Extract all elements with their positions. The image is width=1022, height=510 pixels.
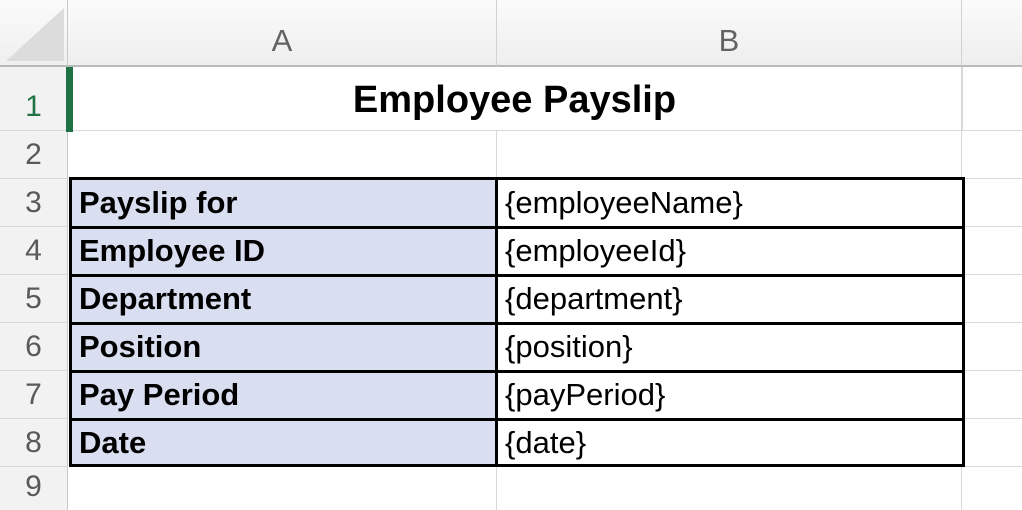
row-header-7[interactable]: 7 — [0, 371, 68, 419]
select-all-corner[interactable] — [0, 0, 68, 67]
cell-a1-title[interactable]: Employee Payslip — [68, 67, 962, 131]
row-header-9[interactable]: 9 — [0, 467, 68, 510]
cell-b3-value[interactable]: {employeeName} — [497, 179, 962, 227]
cell-c5[interactable] — [962, 275, 1022, 323]
cell-a3-label[interactable]: Payslip for — [70, 179, 497, 227]
cell-b4-value[interactable]: {employeeId} — [497, 227, 962, 275]
column-header-a[interactable]: A — [68, 0, 497, 67]
cell-a8-label[interactable]: Date — [70, 419, 497, 467]
row-header-3[interactable]: 3 — [0, 179, 68, 227]
cell-a5-label[interactable]: Department — [70, 275, 497, 323]
active-row-indicator — [66, 67, 73, 132]
column-header-c[interactable] — [962, 0, 1022, 67]
cell-b8-value[interactable]: {date} — [497, 419, 962, 467]
cell-b6-value[interactable]: {position} — [497, 323, 962, 371]
row-header-4[interactable]: 4 — [0, 227, 68, 275]
cell-a4-label[interactable]: Employee ID — [70, 227, 497, 275]
cell-c6[interactable] — [962, 323, 1022, 371]
cell-b7-value[interactable]: {payPeriod} — [497, 371, 962, 419]
row-header-8[interactable]: 8 — [0, 419, 68, 467]
cell-a2[interactable] — [68, 131, 497, 179]
cell-c8[interactable] — [962, 419, 1022, 467]
row-header-2[interactable]: 2 — [0, 131, 68, 179]
cell-c2[interactable] — [962, 131, 1022, 179]
row-header-6[interactable]: 6 — [0, 323, 68, 371]
row-header-1[interactable]: 1 — [0, 67, 68, 131]
cell-c3[interactable] — [962, 179, 1022, 227]
cell-b9[interactable] — [497, 467, 962, 510]
cell-a7-label[interactable]: Pay Period — [70, 371, 497, 419]
cell-a9[interactable] — [68, 467, 497, 510]
cell-c7[interactable] — [962, 371, 1022, 419]
cell-b5-value[interactable]: {department} — [497, 275, 962, 323]
column-header-b[interactable]: B — [497, 0, 962, 67]
cell-c9[interactable] — [962, 467, 1022, 510]
cell-c1[interactable] — [962, 67, 1022, 131]
cell-a6-label[interactable]: Position — [70, 323, 497, 371]
select-all-icon — [6, 8, 64, 61]
row-header-5[interactable]: 5 — [0, 275, 68, 323]
cell-b2[interactable] — [497, 131, 962, 179]
cell-c4[interactable] — [962, 227, 1022, 275]
